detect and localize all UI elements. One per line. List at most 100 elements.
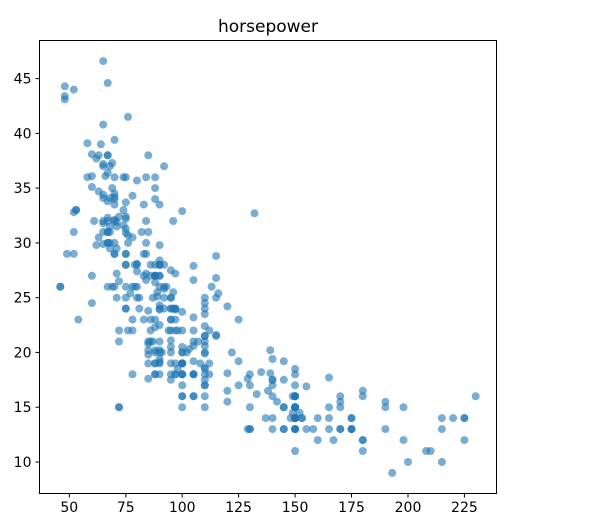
data-point — [128, 370, 137, 379]
data-point — [151, 184, 160, 193]
data-point — [200, 293, 209, 302]
data-point — [115, 337, 123, 346]
data-point — [69, 208, 78, 217]
data-point — [110, 200, 119, 209]
data-point — [313, 414, 322, 423]
data-point — [105, 162, 114, 171]
data-point — [135, 304, 144, 313]
x-tick-label: 175 — [338, 500, 365, 516]
data-point — [205, 370, 214, 379]
data-point — [87, 172, 96, 181]
data-point — [103, 217, 112, 225]
y-tick-label: 20 — [14, 345, 32, 361]
data-point — [121, 282, 130, 291]
data-point — [169, 217, 178, 225]
data-point — [121, 260, 130, 269]
data-point — [115, 403, 123, 412]
y-tick-label: 45 — [14, 72, 32, 88]
data-point — [200, 403, 209, 412]
data-point — [243, 374, 252, 383]
data-point — [347, 425, 356, 434]
data-point — [227, 348, 236, 357]
data-point — [336, 392, 345, 401]
data-point — [87, 183, 96, 191]
data-point — [99, 162, 108, 171]
y-tick-label: 40 — [14, 126, 32, 142]
data-point — [160, 282, 169, 291]
data-point — [279, 357, 288, 366]
data-point — [291, 364, 300, 373]
data-point — [151, 315, 160, 324]
x-tick-label: 75 — [117, 500, 135, 516]
data-point — [437, 425, 446, 434]
data-point — [200, 363, 209, 372]
data-point — [142, 238, 151, 247]
data-point — [144, 374, 153, 383]
data-point — [69, 85, 78, 94]
data-point — [144, 151, 153, 160]
data-point — [124, 231, 132, 240]
data-point — [124, 112, 132, 121]
data-point — [336, 425, 345, 434]
y-tick-label: 15 — [14, 400, 32, 416]
y-tick-label: 35 — [14, 181, 32, 197]
data-point — [166, 315, 175, 324]
data-point — [171, 305, 180, 314]
data-point — [460, 436, 469, 445]
data-point — [151, 195, 160, 204]
data-point — [388, 468, 397, 477]
data-point — [133, 267, 141, 276]
data-point — [153, 292, 162, 301]
data-point — [112, 269, 121, 278]
data-point — [279, 375, 288, 384]
x-tick-label: 100 — [169, 500, 196, 516]
data-point — [399, 403, 408, 412]
data-point — [437, 458, 446, 466]
data-point — [189, 370, 198, 379]
data-point — [200, 341, 209, 350]
data-point — [60, 92, 69, 101]
data-point — [99, 240, 108, 248]
data-point — [261, 414, 270, 423]
data-point — [200, 332, 209, 340]
data-point — [142, 249, 151, 258]
data-point — [381, 425, 390, 434]
data-point — [99, 190, 108, 199]
data-point — [178, 381, 187, 390]
data-point — [160, 293, 169, 302]
x-tick-label: 225 — [451, 500, 478, 516]
data-point — [212, 332, 221, 340]
data-point — [63, 249, 71, 258]
data-point — [212, 252, 221, 260]
data-point — [151, 323, 160, 332]
data-point — [99, 57, 108, 66]
data-point — [189, 326, 198, 335]
data-point — [347, 414, 356, 423]
data-point — [128, 315, 137, 324]
data-point — [207, 282, 216, 291]
data-point — [329, 436, 338, 445]
data-point — [103, 79, 112, 87]
data-point — [185, 345, 193, 354]
data-point — [119, 221, 128, 230]
data-point — [223, 386, 232, 395]
data-point — [69, 228, 78, 236]
data-point — [99, 120, 108, 129]
data-point — [250, 209, 259, 218]
data-point — [358, 436, 367, 445]
data-point — [288, 408, 297, 417]
data-point — [325, 403, 333, 412]
data-point — [234, 357, 243, 366]
data-point — [126, 289, 135, 298]
data-point — [257, 368, 266, 377]
data-point — [268, 355, 277, 363]
data-point — [87, 271, 96, 280]
data-point — [96, 140, 105, 149]
data-point — [121, 173, 130, 182]
data-point — [266, 369, 275, 378]
data-point — [146, 271, 155, 280]
data-point — [121, 304, 130, 313]
data-point — [200, 375, 209, 384]
data-point — [200, 304, 209, 313]
data-point — [325, 414, 333, 423]
